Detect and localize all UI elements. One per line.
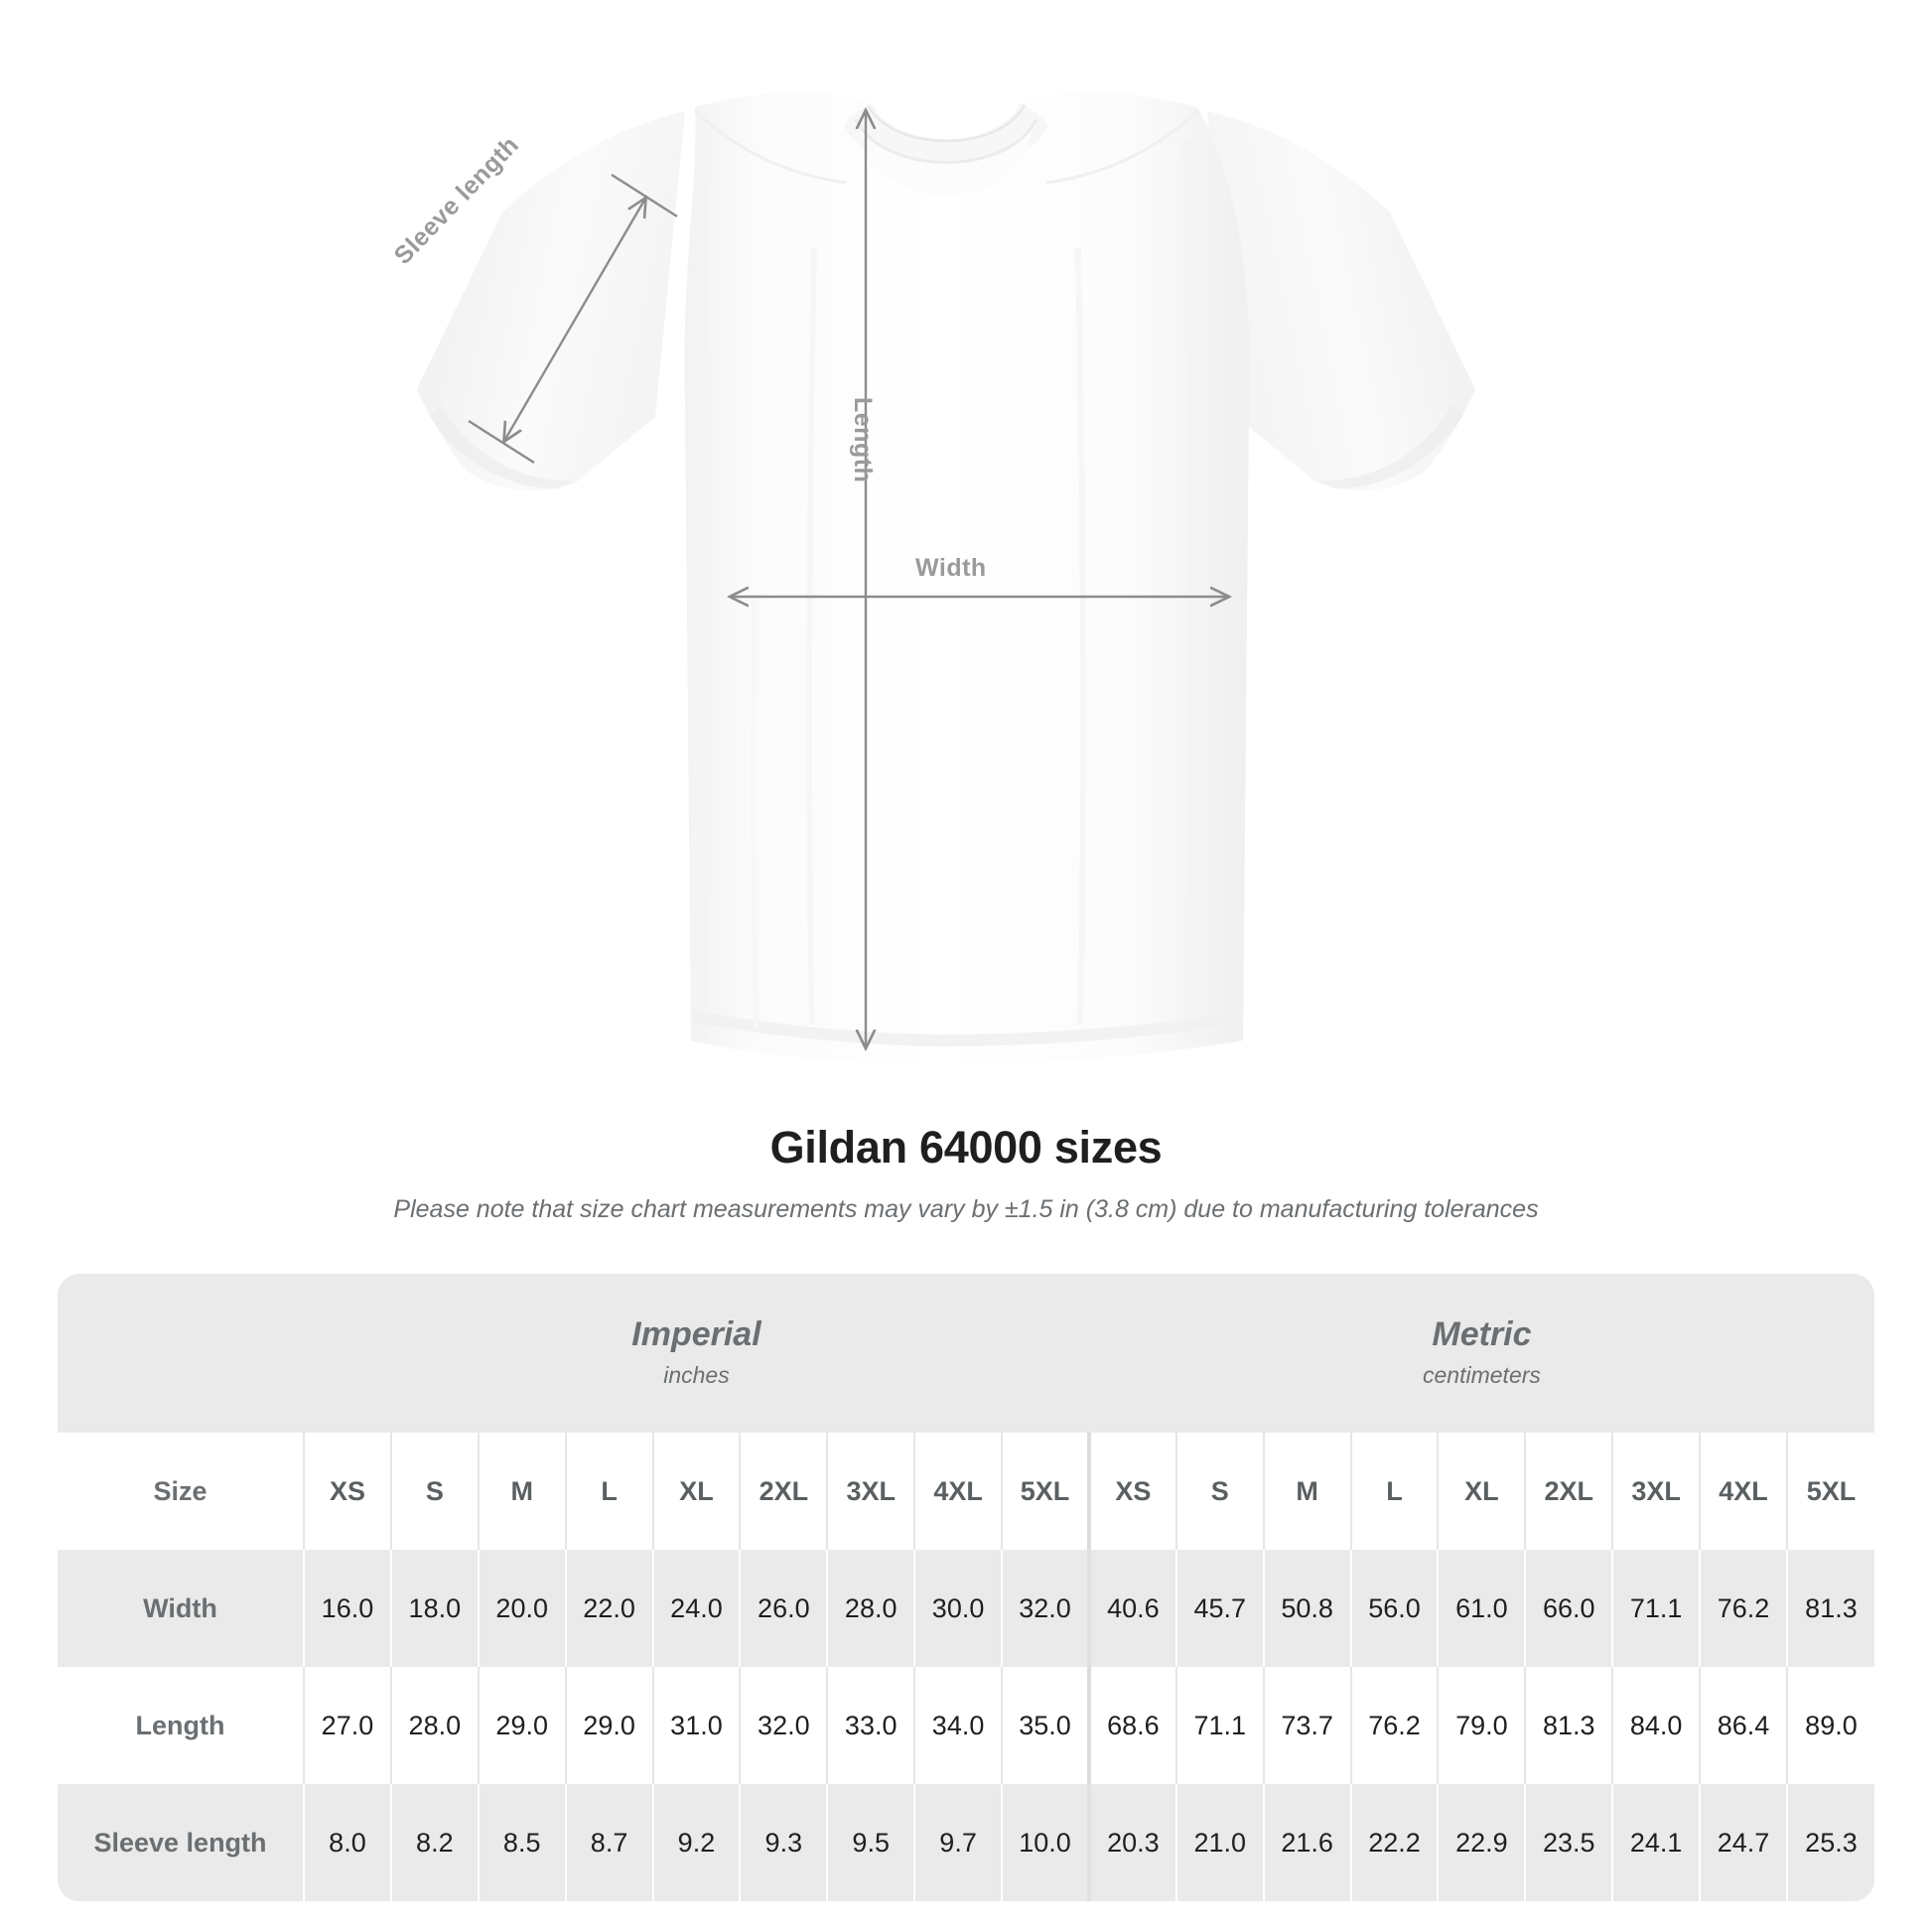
unit-group-imperial-name: Imperial — [631, 1314, 761, 1353]
tshirt-illustration — [417, 91, 1475, 1064]
unit-group-row: Imperial inches Metric centimeters — [58, 1274, 1874, 1433]
cell-length-imperial-0: 27.0 — [303, 1667, 391, 1784]
cell-width-imperial-6: 28.0 — [826, 1550, 915, 1667]
cell-width-metric-5: 66.0 — [1524, 1550, 1613, 1667]
cell-sleeve-imperial-6: 9.5 — [826, 1784, 915, 1901]
unit-group-imperial-sub: inches — [663, 1362, 730, 1389]
cell-length-imperial-5: 32.0 — [739, 1667, 828, 1784]
cell-width-imperial-4: 24.0 — [651, 1550, 741, 1667]
size-header-imperial-2: M — [477, 1433, 566, 1550]
cell-length-metric-6: 84.0 — [1611, 1667, 1701, 1784]
size-header-imperial-6: 3XL — [826, 1433, 915, 1550]
tshirt-diagram: Sleeve length Length Width — [389, 91, 1475, 1064]
title-block: Gildan 64000 sizes Please note that size… — [0, 1122, 1932, 1224]
cell-length-metric-2: 73.7 — [1262, 1667, 1351, 1784]
cell-sleeve-metric-5: 23.5 — [1524, 1784, 1613, 1901]
cell-sleeve-imperial-4: 9.2 — [651, 1784, 741, 1901]
cell-length-imperial-4: 31.0 — [651, 1667, 741, 1784]
size-header-imperial-5: 2XL — [739, 1433, 828, 1550]
cell-sleeve-imperial-5: 9.3 — [739, 1784, 828, 1901]
cell-sleeve-imperial-3: 8.7 — [564, 1784, 653, 1901]
size-header-imperial-4: XL — [651, 1433, 741, 1550]
cell-length-imperial-3: 29.0 — [564, 1667, 653, 1784]
size-header-metric-2: M — [1262, 1433, 1351, 1550]
cell-length-metric-4: 79.0 — [1437, 1667, 1526, 1784]
size-header-metric-5: 2XL — [1524, 1433, 1613, 1550]
cell-width-imperial-7: 30.0 — [913, 1550, 1003, 1667]
cell-width-metric-1: 45.7 — [1174, 1550, 1264, 1667]
cell-width-imperial-1: 18.0 — [389, 1550, 479, 1667]
cell-width-imperial-5: 26.0 — [739, 1550, 828, 1667]
tolerance-note: Please note that size chart measurements… — [393, 1195, 1539, 1223]
width-label: Width — [915, 554, 987, 582]
cell-length-metric-0: 68.6 — [1086, 1667, 1176, 1784]
cell-width-metric-3: 56.0 — [1349, 1550, 1439, 1667]
table-row: Width 16.0 18.0 20.0 22.0 24.0 26.0 28.0… — [58, 1550, 1874, 1667]
size-header-imperial-0: XS — [303, 1433, 391, 1550]
size-header-metric-8: 5XL — [1785, 1433, 1874, 1550]
cell-sleeve-imperial-0: 8.0 — [303, 1784, 391, 1901]
cell-width-metric-0: 40.6 — [1086, 1550, 1176, 1667]
cell-length-metric-8: 89.0 — [1785, 1667, 1874, 1784]
unit-group-imperial: Imperial inches — [304, 1274, 1089, 1433]
row-label-width: Width — [143, 1592, 217, 1623]
size-header-row: Size XS S M L XL 2XL 3XL 4XL 5XL XS S M … — [58, 1433, 1874, 1550]
size-header-metric-7: 4XL — [1699, 1433, 1787, 1550]
cell-width-imperial-0: 16.0 — [303, 1550, 391, 1667]
cell-sleeve-imperial-7: 9.7 — [913, 1784, 1003, 1901]
cell-width-metric-7: 76.2 — [1699, 1550, 1787, 1667]
row-label-sleeve-length: Sleeve length — [93, 1827, 267, 1858]
cell-sleeve-imperial-2: 8.5 — [477, 1784, 566, 1901]
table-row: Sleeve length 8.0 8.2 8.5 8.7 9.2 9.3 9.… — [58, 1784, 1874, 1901]
cell-width-metric-8: 81.3 — [1785, 1550, 1874, 1667]
size-header-metric-6: 3XL — [1611, 1433, 1701, 1550]
table-row: Length 27.0 28.0 29.0 29.0 31.0 32.0 33.… — [58, 1667, 1874, 1784]
cell-length-imperial-7: 34.0 — [913, 1667, 1003, 1784]
size-header-imperial-1: S — [389, 1433, 479, 1550]
cell-length-imperial-1: 28.0 — [389, 1667, 479, 1784]
cell-sleeve-imperial-1: 8.2 — [389, 1784, 479, 1901]
size-chart-table: Imperial inches Metric centimeters Size … — [58, 1274, 1874, 1901]
cell-sleeve-metric-1: 21.0 — [1174, 1784, 1264, 1901]
size-header-imperial-8: 5XL — [1001, 1433, 1089, 1550]
unit-band-spacer — [58, 1274, 304, 1433]
cell-length-metric-7: 86.4 — [1699, 1667, 1787, 1784]
cell-width-metric-2: 50.8 — [1262, 1550, 1351, 1667]
cell-width-metric-4: 61.0 — [1437, 1550, 1526, 1667]
page-title: Gildan 64000 sizes — [769, 1122, 1163, 1173]
cell-width-imperial-8: 32.0 — [1001, 1550, 1089, 1667]
cell-sleeve-imperial-8: 10.0 — [1001, 1784, 1089, 1901]
length-label: Length — [849, 397, 877, 483]
cell-sleeve-metric-7: 24.7 — [1699, 1784, 1787, 1901]
unit-group-metric-name: Metric — [1432, 1314, 1532, 1353]
cell-width-imperial-3: 22.0 — [564, 1550, 653, 1667]
cell-width-metric-6: 71.1 — [1611, 1550, 1701, 1667]
cell-length-metric-1: 71.1 — [1174, 1667, 1264, 1784]
cell-sleeve-metric-3: 22.2 — [1349, 1784, 1439, 1901]
cell-sleeve-metric-2: 21.6 — [1262, 1784, 1351, 1901]
sleeve-length-arrow — [468, 173, 678, 465]
cell-length-metric-3: 76.2 — [1349, 1667, 1439, 1784]
unit-group-metric: Metric centimeters — [1089, 1274, 1874, 1433]
size-header-imperial-7: 4XL — [913, 1433, 1003, 1550]
size-header-imperial-3: L — [564, 1433, 653, 1550]
cell-width-imperial-2: 20.0 — [477, 1550, 566, 1667]
cell-sleeve-metric-6: 24.1 — [1611, 1784, 1701, 1901]
cell-sleeve-metric-4: 22.9 — [1437, 1784, 1526, 1901]
cell-length-imperial-2: 29.0 — [477, 1667, 566, 1784]
cell-sleeve-metric-0: 20.3 — [1086, 1784, 1176, 1901]
size-row-label: Size — [153, 1475, 207, 1506]
cell-length-imperial-8: 35.0 — [1001, 1667, 1089, 1784]
size-header-metric-1: S — [1174, 1433, 1264, 1550]
size-header-metric-0: XS — [1086, 1433, 1176, 1550]
cell-length-imperial-6: 33.0 — [826, 1667, 915, 1784]
size-header-metric-4: XL — [1437, 1433, 1526, 1550]
unit-group-metric-sub: centimeters — [1423, 1362, 1541, 1389]
cell-sleeve-metric-8: 25.3 — [1785, 1784, 1874, 1901]
cell-length-metric-5: 81.3 — [1524, 1667, 1613, 1784]
row-label-length: Length — [135, 1710, 225, 1740]
size-header-metric-3: L — [1349, 1433, 1439, 1550]
size-chart-table-wrapper: Imperial inches Metric centimeters Size … — [58, 1274, 1874, 1901]
